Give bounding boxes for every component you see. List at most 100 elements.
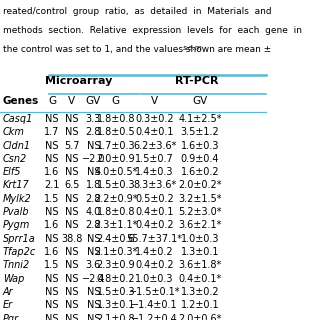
Text: Sprr1a: Sprr1a: [3, 234, 36, 244]
Text: NS: NS: [86, 234, 100, 244]
Text: 1.8±0.8: 1.8±0.8: [97, 207, 135, 217]
Text: −1.2±0.4: −1.2±0.4: [131, 314, 178, 320]
Text: Casq1: Casq1: [3, 114, 33, 124]
Text: 4.0±0.5*: 4.0±0.5*: [94, 167, 138, 177]
Text: 1.3±0.1: 1.3±0.1: [97, 300, 135, 310]
Text: −2.4: −2.4: [82, 274, 105, 284]
Text: 1.5±0.3: 1.5±0.3: [97, 180, 135, 190]
Text: 3.6: 3.6: [86, 260, 101, 270]
Text: NS: NS: [86, 314, 100, 320]
Text: Microarray: Microarray: [45, 76, 112, 86]
Text: Genes: Genes: [3, 96, 39, 106]
Text: 6.5: 6.5: [64, 180, 80, 190]
Text: 8.3±3.6*: 8.3±3.6*: [133, 180, 176, 190]
Text: NS: NS: [65, 247, 79, 257]
Text: NS: NS: [45, 154, 59, 164]
Text: 6.2±3.6*: 6.2±3.6*: [133, 140, 176, 150]
Text: 0.4±0.2: 0.4±0.2: [135, 260, 174, 270]
Text: 2.8: 2.8: [85, 127, 101, 137]
Text: the control was set to 1, and the values shown are mean ±: the control was set to 1, and the values…: [3, 45, 271, 54]
Text: V: V: [151, 96, 158, 106]
Text: 1.8±0.5: 1.8±0.5: [97, 127, 135, 137]
Text: GV: GV: [192, 96, 207, 106]
Text: V: V: [68, 96, 76, 106]
Text: 4.0: 4.0: [86, 207, 101, 217]
Text: methods  section.  Relative  expression  levels  for  each  gene  in: methods section. Relative expression lev…: [3, 26, 302, 35]
Text: 2.1: 2.1: [44, 180, 60, 190]
Text: 0.8±0.2: 0.8±0.2: [97, 274, 135, 284]
Text: 38.8: 38.8: [61, 234, 83, 244]
Text: NS: NS: [65, 260, 79, 270]
Text: 1.6: 1.6: [44, 247, 60, 257]
Text: 0.4±0.1: 0.4±0.1: [135, 207, 174, 217]
Text: 2.8: 2.8: [85, 220, 101, 230]
Text: 2.1±0.8: 2.1±0.8: [97, 314, 135, 320]
Text: 55.7±37.1*: 55.7±37.1*: [127, 234, 183, 244]
Text: 1.4±0.3: 1.4±0.3: [135, 167, 174, 177]
Text: 1.5±0.3: 1.5±0.3: [97, 287, 135, 297]
Text: NS: NS: [65, 220, 79, 230]
Text: 1.4±0.2: 1.4±0.2: [135, 247, 174, 257]
Text: NS: NS: [45, 287, 59, 297]
Text: Csn2: Csn2: [3, 154, 27, 164]
Text: 0.5±0.2: 0.5±0.2: [135, 194, 174, 204]
Text: −1.5±0.1*: −1.5±0.1*: [129, 287, 180, 297]
Text: Wap: Wap: [3, 274, 24, 284]
Text: Ckm: Ckm: [3, 127, 25, 137]
Text: 1.7: 1.7: [44, 127, 60, 137]
Text: 0.3±0.2: 0.3±0.2: [135, 114, 174, 124]
Text: Pvalb: Pvalb: [3, 207, 29, 217]
Text: 1.8: 1.8: [86, 180, 101, 190]
Text: 5.7: 5.7: [64, 140, 80, 150]
Text: 3.3: 3.3: [86, 114, 101, 124]
Text: Pygm: Pygm: [3, 220, 30, 230]
Text: NS: NS: [65, 154, 79, 164]
Text: 1.6: 1.6: [44, 167, 60, 177]
Text: 3.5±1.2: 3.5±1.2: [180, 127, 219, 137]
Text: NS: NS: [86, 287, 100, 297]
Text: NS: NS: [65, 167, 79, 177]
Text: 2.4±0.6: 2.4±0.6: [97, 234, 135, 244]
Text: 2.0±0.2*: 2.0±0.2*: [178, 180, 222, 190]
Text: 0.4±0.1: 0.4±0.1: [135, 127, 174, 137]
Text: Cldn1: Cldn1: [3, 140, 31, 150]
Text: 1.5: 1.5: [44, 194, 60, 204]
Text: NS: NS: [86, 167, 100, 177]
Text: 1.8±0.8: 1.8±0.8: [97, 114, 135, 124]
Text: 0.4±0.2: 0.4±0.2: [135, 220, 174, 230]
Text: 1.6±0.2: 1.6±0.2: [180, 167, 219, 177]
Text: Tnni2: Tnni2: [3, 260, 30, 270]
Text: NS: NS: [65, 300, 79, 310]
Text: NS: NS: [45, 114, 59, 124]
Text: NS: NS: [65, 314, 79, 320]
Text: GV: GV: [86, 96, 101, 106]
Text: NS: NS: [45, 140, 59, 150]
Text: Krt17: Krt17: [3, 180, 29, 190]
Text: NS: NS: [45, 300, 59, 310]
Text: NS: NS: [86, 140, 100, 150]
Text: NS: NS: [65, 274, 79, 284]
Text: 0.9±0.4: 0.9±0.4: [180, 154, 219, 164]
Text: 1.0±0.3: 1.0±0.3: [135, 274, 174, 284]
Text: 1.6±0.3: 1.6±0.3: [180, 140, 219, 150]
Text: 1.5±0.7: 1.5±0.7: [135, 154, 174, 164]
Text: NS: NS: [86, 247, 100, 257]
Text: NS: NS: [45, 314, 59, 320]
Text: reated/control  group  ratio,  as  detailed  in  Materials  and: reated/control group ratio, as detailed …: [3, 7, 271, 16]
Text: 1.3±0.2: 1.3±0.2: [180, 287, 219, 297]
Text: Ar: Ar: [3, 287, 13, 297]
Text: 2.3±1.1*: 2.3±1.1*: [94, 220, 138, 230]
Text: −1.4±0.1: −1.4±0.1: [131, 300, 178, 310]
Text: Elf5: Elf5: [3, 167, 21, 177]
Text: 2.0±0.6*: 2.0±0.6*: [178, 314, 221, 320]
Text: 1.7±0.3: 1.7±0.3: [97, 140, 135, 150]
Text: Tfap2c: Tfap2c: [3, 247, 36, 257]
Text: 2.3±0.9: 2.3±0.9: [97, 260, 135, 270]
Text: Er: Er: [3, 300, 13, 310]
Text: 2.1±0.3*: 2.1±0.3*: [94, 247, 138, 257]
Text: 4.1±2.5*: 4.1±2.5*: [178, 114, 222, 124]
Text: 1.2±0.1: 1.2±0.1: [180, 300, 219, 310]
Text: Mylk2: Mylk2: [3, 194, 31, 204]
Text: s.e.m: s.e.m: [183, 45, 203, 51]
Text: G: G: [112, 96, 120, 106]
